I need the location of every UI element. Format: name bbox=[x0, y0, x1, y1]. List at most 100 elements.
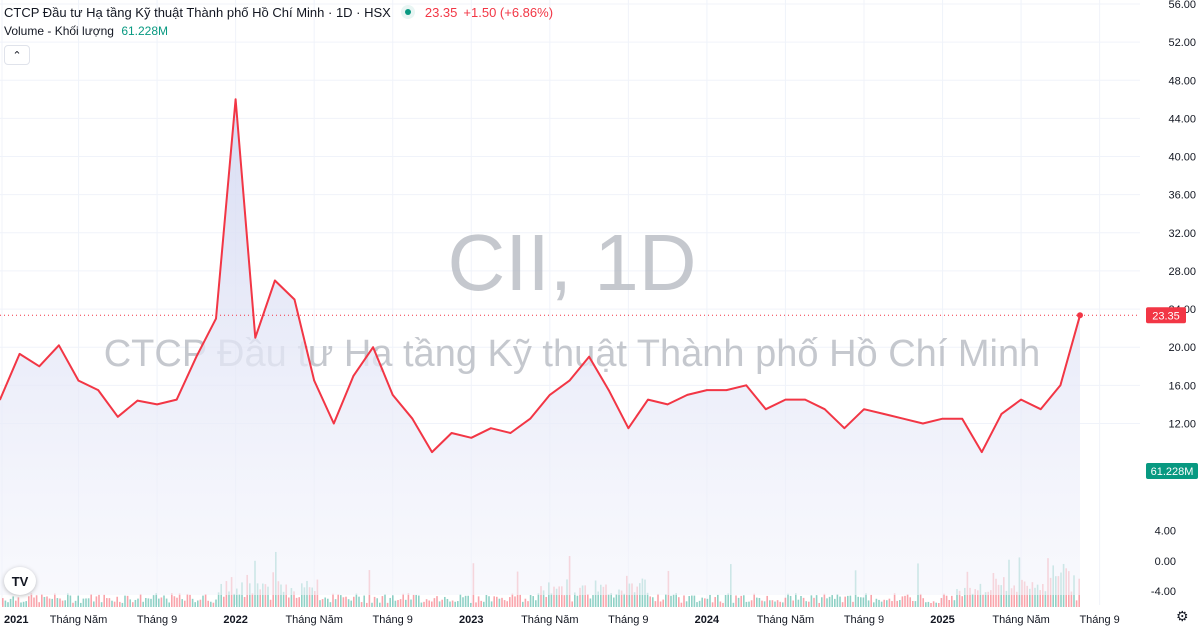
volume-bar bbox=[264, 584, 267, 607]
price-change: +1.50 (+6.86%) bbox=[463, 4, 554, 20]
volume-bar bbox=[623, 593, 625, 607]
tradingview-logo-icon[interactable]: TV bbox=[4, 567, 36, 595]
symbol-title[interactable]: CTCP Đầu tư Hạ tầng Kỹ thuật Thành phố H… bbox=[4, 4, 391, 20]
volume-tick-label: 0.00 bbox=[1155, 556, 1176, 568]
price-point bbox=[0, 398, 1, 401]
volume-bar bbox=[319, 600, 321, 607]
volume-bar bbox=[459, 594, 462, 607]
last-price-tag-label: 23.35 bbox=[1152, 310, 1180, 322]
volume-bar bbox=[197, 600, 199, 607]
time-tick-label: Tháng 9 bbox=[137, 614, 177, 626]
volume-legend[interactable]: Volume - Khối lượng 61.228M bbox=[4, 24, 168, 38]
volume-bar bbox=[69, 595, 72, 607]
volume-bar bbox=[639, 583, 641, 607]
time-tick-label: 2025 bbox=[930, 614, 954, 626]
volume-bar bbox=[321, 599, 324, 607]
volume-bar bbox=[779, 601, 781, 607]
volume-bar bbox=[685, 601, 688, 607]
volume-bar bbox=[696, 602, 698, 607]
volume-bar bbox=[139, 593, 142, 607]
volume-bar bbox=[823, 593, 826, 607]
volume-bar bbox=[17, 597, 20, 607]
volume-bar bbox=[826, 598, 828, 607]
price-point bbox=[293, 298, 296, 301]
price-point bbox=[765, 408, 767, 410]
volume-bar bbox=[386, 602, 389, 607]
volume-bar bbox=[665, 594, 667, 607]
volume-bar bbox=[769, 600, 771, 607]
volume-bar bbox=[748, 601, 750, 607]
volume-bar bbox=[940, 598, 943, 607]
volume-bar bbox=[646, 592, 649, 607]
volume-bar bbox=[475, 602, 477, 607]
volume-bar bbox=[501, 597, 503, 607]
volume-bar bbox=[259, 589, 261, 607]
volume-bar bbox=[54, 593, 56, 607]
volume-bar bbox=[532, 596, 534, 607]
volume-bar bbox=[1042, 583, 1044, 607]
volume-bar bbox=[353, 596, 355, 607]
price-point bbox=[922, 422, 924, 425]
volume-bar bbox=[470, 602, 472, 607]
volume-bar bbox=[311, 587, 313, 607]
volume-bar bbox=[381, 596, 384, 607]
volume-bar bbox=[535, 600, 537, 607]
volume-bar bbox=[340, 595, 342, 607]
volume-bar bbox=[428, 600, 430, 607]
volume-bar bbox=[880, 601, 883, 607]
volume-bar bbox=[74, 600, 77, 607]
volume-bar bbox=[1039, 590, 1041, 607]
volume-bar bbox=[628, 583, 631, 607]
volume-bar bbox=[893, 593, 896, 607]
gear-icon[interactable]: ⚙ bbox=[1176, 608, 1189, 624]
volume-bar bbox=[579, 587, 581, 607]
volume-bar bbox=[938, 602, 940, 607]
volume-bar bbox=[410, 599, 412, 607]
volume-bar bbox=[1075, 600, 1078, 607]
volume-bar bbox=[134, 599, 137, 607]
volume-bar bbox=[176, 597, 178, 607]
volume-bar bbox=[514, 596, 516, 607]
volume-bar bbox=[251, 593, 254, 607]
market-status-icon[interactable] bbox=[400, 5, 415, 19]
volume-bar bbox=[449, 601, 451, 607]
volume-bar bbox=[945, 595, 948, 607]
volume-bar bbox=[262, 583, 264, 607]
price-tick-label: 40.00 bbox=[1168, 152, 1196, 164]
volume-bar bbox=[714, 597, 716, 607]
volume-bar bbox=[392, 595, 394, 607]
price-point bbox=[1039, 408, 1042, 410]
axes: 56.00 52.00 48.00 44.00 40.00 36.00 32.00 28.00… bbox=[4, 0, 1198, 626]
volume-bar bbox=[789, 595, 792, 607]
price-point bbox=[666, 403, 669, 406]
volume-bar bbox=[119, 601, 121, 607]
volume-bar bbox=[904, 595, 906, 607]
volume-bar bbox=[701, 597, 703, 607]
volume-bar bbox=[438, 601, 441, 607]
volume-bar bbox=[355, 593, 358, 607]
volume-bar bbox=[347, 599, 350, 607]
price-series bbox=[0, 98, 1140, 596]
volume-bar bbox=[927, 601, 930, 607]
chart-header: CTCP Đầu tư Hạ tầng Kỹ thuật Thành phố H… bbox=[4, 3, 553, 21]
volume-bar bbox=[215, 599, 217, 607]
volume-bar bbox=[332, 593, 334, 607]
volume-bar bbox=[35, 595, 38, 607]
volume-bar bbox=[558, 586, 560, 607]
volume-bar bbox=[763, 601, 766, 607]
collapse-legend-button[interactable]: ⌃ bbox=[4, 45, 30, 65]
volume-bar bbox=[782, 602, 784, 607]
price-point bbox=[156, 403, 158, 406]
volume-bar bbox=[493, 596, 495, 607]
volume-bar bbox=[906, 594, 909, 607]
volume-bar bbox=[997, 584, 1000, 607]
volume-bar bbox=[537, 593, 540, 607]
volume-bar bbox=[761, 600, 763, 607]
price-area bbox=[0, 99, 1080, 596]
volume-bar bbox=[555, 588, 558, 607]
volume-bar bbox=[800, 596, 802, 607]
price-point bbox=[372, 346, 374, 349]
volume-bar bbox=[909, 597, 911, 607]
volume-bar bbox=[1026, 585, 1028, 607]
